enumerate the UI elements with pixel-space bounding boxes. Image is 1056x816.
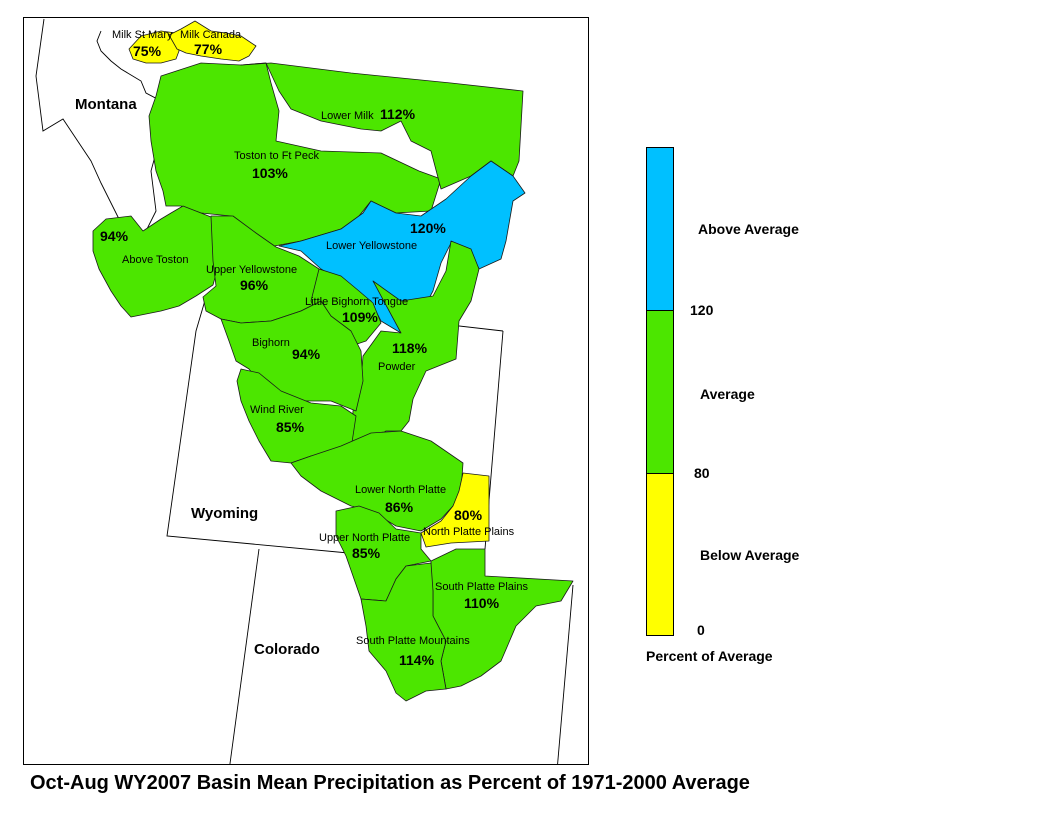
basin-name-little-bighorn-tongue: Little Bighorn Tongue (305, 296, 408, 308)
basin-bighorn[interactable] (220, 300, 364, 412)
basin-south-platte-mountains[interactable] (360, 562, 447, 702)
basin-name-south-platte-mountains: South Platte Mountains (356, 635, 470, 647)
legend-tick-80: 80 (694, 465, 710, 481)
montana-border (35, 18, 167, 242)
state-label-colorado: Colorado (254, 641, 320, 658)
legend-label-average: Average (700, 386, 755, 402)
basin-pct-wind-river: 85% (276, 419, 305, 435)
basin-pct-above-toston: 94% (100, 228, 129, 244)
basin-toston-ft-peck[interactable] (148, 62, 442, 248)
colorado-east-border (557, 584, 574, 764)
legend-tick-120: 120 (690, 302, 714, 318)
basin-name-wind-river: Wind River (250, 404, 304, 416)
basin-name-milk-canada: Milk Canada (180, 29, 242, 41)
basin-name-lower-north-platte: Lower North Platte (355, 484, 446, 496)
map-frame: Montana Wyoming Colorado Milk St Mary 75… (23, 17, 589, 765)
basin-lower-north-platte[interactable] (290, 430, 464, 532)
basin-pct-lower-yellowstone: 120% (410, 220, 446, 236)
basin-name-toston-ft-peck: Toston to Ft Peck (234, 150, 319, 162)
wyoming-west-border (166, 296, 360, 555)
basin-pct-milk-st-mary: 75% (133, 43, 162, 59)
basin-name-south-platte-plains: South Platte Plains (435, 581, 528, 593)
basin-pct-milk-canada: 77% (194, 41, 223, 57)
basin-name-powder: Powder (378, 361, 416, 373)
basin-name-upper-north-platte: Upper North Platte (319, 532, 410, 544)
basin-name-lower-milk: Lower Milk (321, 110, 374, 122)
basin-lower-milk[interactable] (240, 62, 524, 190)
legend-swatch-below (646, 473, 674, 636)
basin-pct-powder: 118% (392, 340, 428, 356)
basin-name-north-platte-plains: North Platte Plains (423, 526, 515, 538)
basin-pct-lower-north-platte: 86% (385, 499, 414, 515)
basin-pct-north-platte-plains: 80% (454, 507, 483, 523)
basin-pct-upper-yellowstone: 96% (240, 277, 269, 293)
legend-swatch-average (646, 310, 674, 474)
basin-pct-little-bighorn-tongue: 109% (342, 309, 378, 325)
basin-milk-canada[interactable] (168, 20, 257, 62)
legend-label-above: Above Average (698, 221, 799, 237)
basin-name-upper-yellowstone: Upper Yellowstone (206, 264, 297, 276)
basin-pct-bighorn: 94% (292, 346, 321, 362)
map-caption: Oct-Aug WY2007 Basin Mean Precipitation … (30, 772, 750, 794)
basin-pct-south-platte-plains: 110% (464, 595, 500, 611)
basin-name-milk-st-mary: Milk St Mary (112, 29, 173, 41)
basin-pct-upper-north-platte: 85% (352, 545, 381, 561)
legend-label-below: Below Average (700, 547, 800, 563)
basin-south-platte-plains[interactable] (430, 548, 574, 690)
basin-milk-st-mary[interactable] (128, 30, 180, 64)
basin-pct-south-platte-mountains: 114% (399, 652, 435, 668)
legend-tick-0: 0 (697, 622, 705, 638)
colorado-west-border (229, 548, 260, 764)
state-label-montana: Montana (75, 96, 137, 113)
basin-name-above-toston: Above Toston (122, 254, 188, 266)
basin-name-lower-yellowstone: Lower Yellowstone (326, 240, 417, 252)
basin-pct-lower-milk: 112% (380, 106, 416, 122)
state-label-wyoming: Wyoming (191, 505, 258, 522)
basin-map: Montana Wyoming Colorado Milk St Mary 75… (35, 18, 574, 764)
basin-pct-toston-ft-peck: 103% (252, 165, 288, 181)
legend-title: Percent of Average (646, 648, 773, 664)
legend-swatch-above (646, 147, 674, 311)
basin-north-platte-plains[interactable] (420, 472, 490, 548)
basin-name-bighorn: Bighorn (252, 337, 290, 349)
